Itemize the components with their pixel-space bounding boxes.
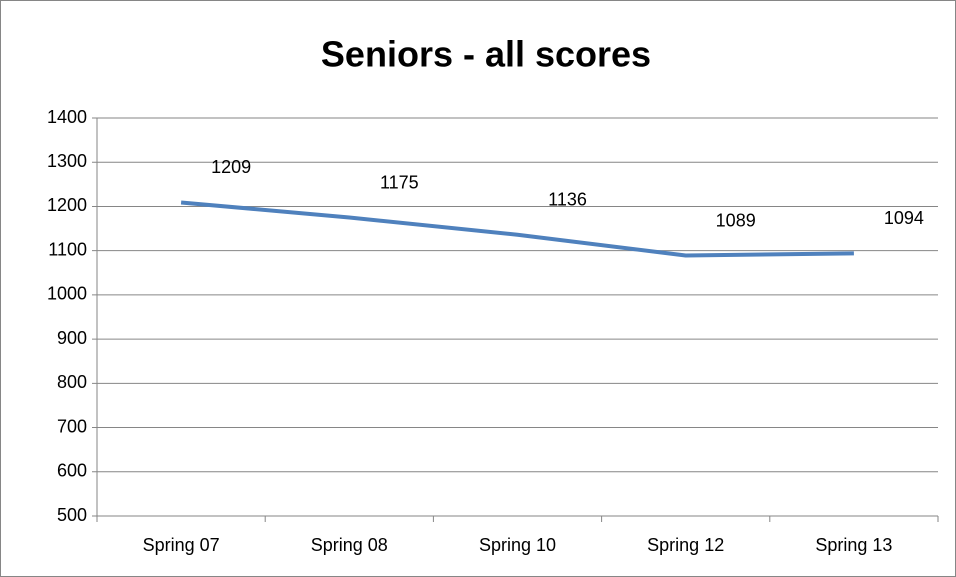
y-tick-label: 1200 bbox=[47, 195, 87, 215]
data-label: 1175 bbox=[380, 172, 419, 192]
data-label: 1136 bbox=[548, 189, 587, 209]
y-tick-label: 800 bbox=[57, 372, 87, 392]
y-tick-label: 500 bbox=[57, 505, 87, 525]
y-tick-label: 1400 bbox=[47, 107, 87, 127]
x-tick-label: Spring 08 bbox=[311, 535, 388, 555]
chart-title: Seniors - all scores bbox=[321, 34, 651, 75]
y-tick-label: 900 bbox=[57, 328, 87, 348]
y-tick-label: 1300 bbox=[47, 151, 87, 171]
line-series bbox=[180, 200, 854, 258]
y-tick-label: 700 bbox=[57, 416, 87, 436]
x-tick-label: Spring 13 bbox=[815, 535, 892, 555]
x-tick-label: Spring 07 bbox=[143, 535, 220, 555]
y-tick-label: 600 bbox=[57, 461, 87, 481]
data-label: 1209 bbox=[211, 157, 251, 177]
x-tick-label: Spring 12 bbox=[647, 535, 724, 555]
data-label: 1089 bbox=[716, 210, 756, 230]
y-tick-label: 1000 bbox=[47, 284, 87, 304]
x-tick-label: Spring 10 bbox=[479, 535, 556, 555]
y-tick-label: 1100 bbox=[48, 239, 87, 259]
data-label: 1094 bbox=[884, 208, 924, 228]
